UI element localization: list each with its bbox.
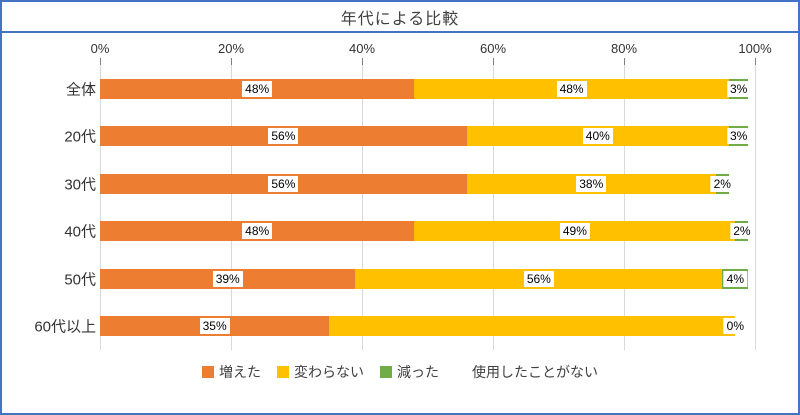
axis-tick [755,58,756,65]
data-label: 48% [242,223,273,240]
data-label: 39% [212,270,243,287]
legend-swatch-icon [277,366,289,378]
legend-item: 変わらない [277,362,364,382]
axis-tick-label: 40% [348,41,376,56]
category-label: 60代以上 [34,318,96,336]
chart-title: 年代による比較 [340,10,460,28]
axis-tick-label: 0% [90,41,110,56]
axis-tick-label: 60% [479,41,507,56]
data-label: 56% [268,128,299,145]
gridline [362,65,363,350]
data-label: 2% [710,175,734,192]
axis-tick-label: 80% [610,41,638,56]
axis-tick [493,58,494,65]
axis-tick [100,58,101,65]
legend-item-label: 使用したことがない [472,364,598,380]
data-label: 56% [268,175,299,192]
gridline [231,65,232,350]
legend-item: 減った [380,362,439,382]
axis-tick [231,58,232,65]
axis-tick-label: 20% [217,41,245,56]
category-label: 20代 [64,128,96,146]
legend-swatch-icon [202,366,214,378]
bar-segment [329,316,736,337]
legend-item-label: 変わらない [294,364,364,380]
axis-tick [624,58,625,65]
category-label: 40代 [64,223,96,241]
chart-title-bar: 年代による比較 [2,2,798,33]
data-label: 35% [199,318,230,335]
data-label: 48% [242,80,273,97]
gridline [493,65,494,350]
legend: 増えた 変わらない 減った 使用したことがない [2,362,798,382]
data-label: 38% [576,175,607,192]
data-label: 3% [726,128,751,145]
data-label: 49% [559,223,590,240]
axis-tick-label: 100% [738,41,772,56]
data-label: 2% [730,223,754,240]
legend-swatch-icon [380,366,392,378]
category-label: 30代 [64,176,96,194]
data-label: 48% [556,80,587,97]
gridline [624,65,625,350]
data-label: 3% [726,80,751,97]
data-label: 40% [582,128,613,145]
legend-swatch-icon [455,366,467,378]
gridline [755,65,756,350]
category-label: 50代 [64,271,96,289]
legend-item-label: 増えた [219,364,261,380]
gridline [100,65,101,350]
category-label: 全体 [65,81,96,99]
legend-item: 使用したことがない [455,362,598,382]
legend-item-label: 減った [397,364,439,380]
axis-tick [362,58,363,65]
data-label: 56% [523,270,554,287]
data-label: 0% [723,318,748,335]
legend-item: 増えた [202,362,261,382]
data-label: 4% [723,270,748,287]
